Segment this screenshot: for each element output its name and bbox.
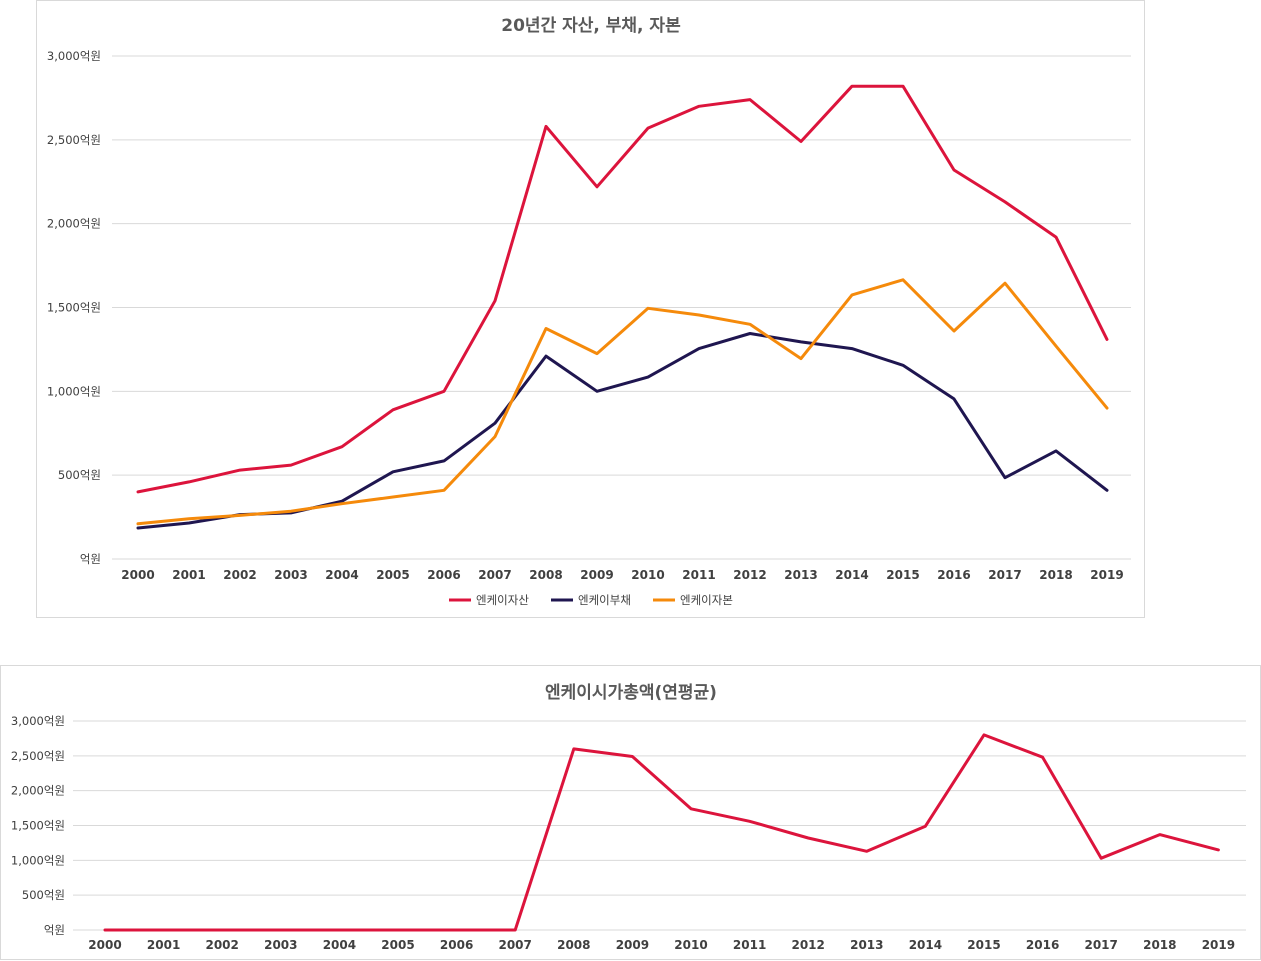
series-line-엔케이시가총액	[103, 733, 1220, 932]
x-tick-label: 2005	[376, 568, 409, 582]
x-tick-label: 2014	[909, 938, 942, 952]
y-tick-label: 500억원	[22, 888, 65, 902]
x-tick-label: 2004	[325, 568, 358, 582]
x-tick-label: 2010	[631, 568, 664, 582]
legend-label: 엔케이부채	[578, 593, 631, 607]
x-tick-label: 2006	[427, 568, 460, 582]
series-line-엔케이부채	[136, 332, 1109, 530]
x-tick-label: 2002	[223, 568, 256, 582]
x-tick-label: 2000	[88, 938, 121, 952]
chart-2-svg: 엔케이시가총액(연평균) 억원 500억원 1,000억원 1,500억원 2,000억…	[11, 683, 1246, 952]
x-tick-label: 2001	[172, 568, 205, 582]
y-tick-label: 1,000억원	[11, 853, 65, 867]
x-tick-label: 2008	[529, 568, 562, 582]
market-cap-chart: 엔케이시가총액(연평균) 억원 500억원 1,000억원 1,500억원 2,000억…	[0, 665, 1261, 960]
x-tick-label: 2016	[1026, 938, 1059, 952]
assets-liabilities-equity-chart: 20년간 자산, 부채, 자본 억원 500억원 1,000억원 1,500억원 2,0…	[36, 0, 1145, 618]
series-line-엔케이자본	[136, 278, 1109, 526]
x-tick-label: 2013	[850, 938, 883, 952]
x-tick-label: 2018	[1143, 938, 1176, 952]
x-tick-label: 2013	[784, 568, 817, 582]
y-tick-label: 3,000억원	[11, 714, 65, 728]
y-tick-label: 2,500억원	[11, 749, 65, 763]
chart-title: 엔케이시가총액(연평균)	[545, 683, 717, 703]
x-tick-label: 2019	[1090, 568, 1123, 582]
series-line-엔케이자산	[136, 84, 1109, 494]
y-tick-label: 1,000억원	[47, 384, 101, 398]
x-tick-label: 2018	[1039, 568, 1072, 582]
x-tick-label: 2011	[733, 938, 766, 952]
y-tick-label: 2,000억원	[11, 784, 65, 798]
x-tick-label: 2012	[733, 568, 766, 582]
x-tick-label: 2016	[937, 568, 970, 582]
x-tick-label: 2003	[264, 938, 297, 952]
y-tick-label: 3,000억원	[47, 49, 101, 63]
x-tick-label: 2014	[835, 568, 868, 582]
x-tick-label: 2015	[886, 568, 919, 582]
x-tick-label: 2002	[205, 938, 238, 952]
legend-item: 엔케이부채	[551, 593, 631, 607]
x-tick-label: 2009	[580, 568, 613, 582]
x-tick-label: 2007	[498, 938, 531, 952]
x-tick-label: 2015	[967, 938, 1000, 952]
y-tick-label: 1,500억원	[11, 819, 65, 833]
x-tick-label: 2019	[1202, 938, 1235, 952]
x-tick-label: 2004	[323, 938, 356, 952]
legend-item: 엔케이자본	[653, 593, 733, 607]
x-tick-label: 2003	[274, 568, 307, 582]
x-tick-label: 2000	[121, 568, 154, 582]
x-tick-label: 2011	[682, 568, 715, 582]
y-tick-label: 1,500억원	[47, 301, 101, 315]
chart-1-svg: 20년간 자산, 부채, 자본 억원 500억원 1,000억원 1,500억원 2,0…	[47, 16, 1131, 607]
x-tick-label: 2017	[988, 568, 1021, 582]
x-tick-label: 2012	[791, 938, 824, 952]
legend-item: 엔케이자산	[449, 593, 529, 607]
legend-label: 엔케이자산	[476, 593, 529, 607]
legend-label: 엔케이자본	[680, 593, 733, 607]
x-tick-label: 2008	[557, 938, 590, 952]
x-tick-label: 2007	[478, 568, 511, 582]
x-tick-label: 2001	[147, 938, 180, 952]
x-tick-label: 2009	[616, 938, 649, 952]
x-tick-label: 2006	[440, 938, 473, 952]
y-tick-label: 2,000억원	[47, 217, 101, 231]
x-tick-label: 2010	[674, 938, 707, 952]
y-tick-label: 억원	[80, 552, 101, 566]
y-tick-label: 500억원	[58, 468, 101, 482]
y-tick-label: 억원	[44, 923, 65, 937]
chart-title: 20년간 자산, 부채, 자본	[501, 16, 681, 36]
y-tick-label: 2,500억원	[47, 133, 101, 147]
x-tick-label: 2017	[1084, 938, 1117, 952]
x-tick-label: 2005	[381, 938, 414, 952]
